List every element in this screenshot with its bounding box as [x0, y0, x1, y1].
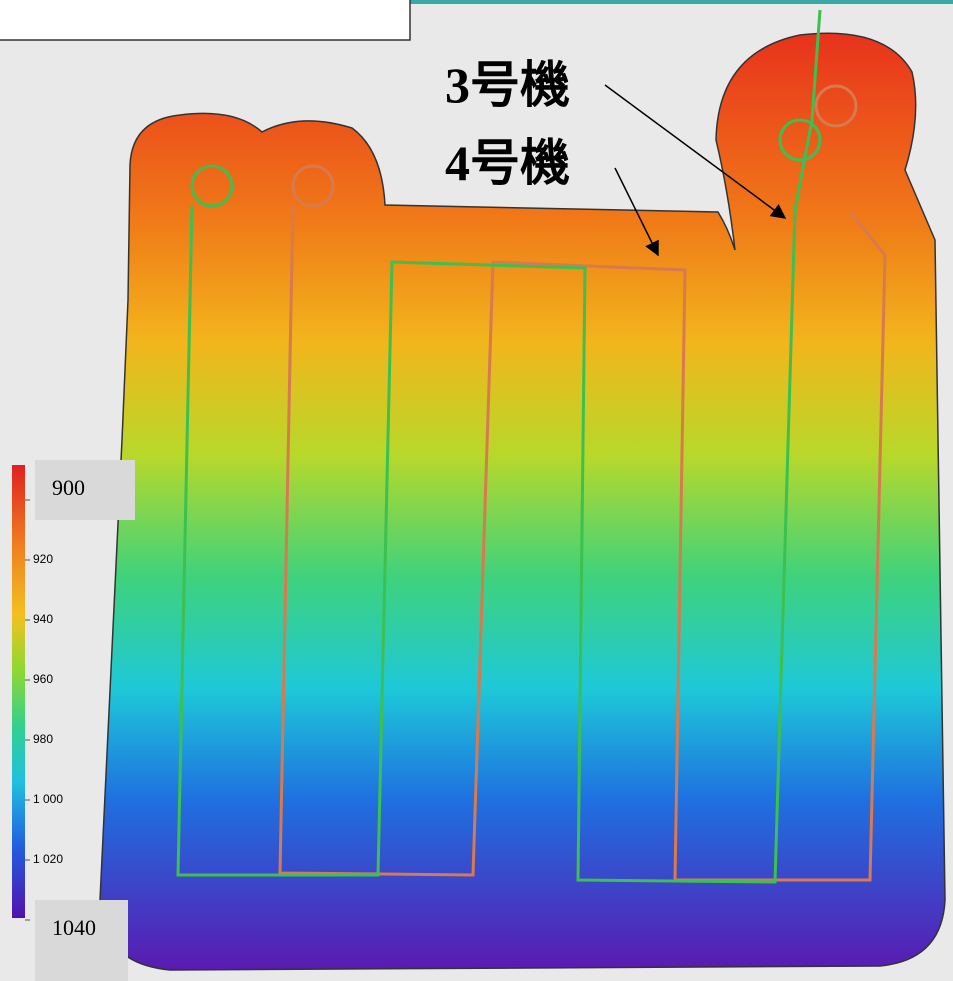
- colorbar-label: 960: [33, 672, 53, 686]
- map: 3号機 4号機 900 920 940 960 980 1 000 1 020 1040: [0, 0, 953, 981]
- colorbar-label: 940: [33, 612, 53, 626]
- colorbar-label: 1 020: [33, 852, 63, 866]
- colorbar: [12, 465, 25, 918]
- label-box: [35, 900, 128, 981]
- unit-label: 3号機: [445, 57, 570, 113]
- title-box: [0, 0, 410, 40]
- colorbar-label: 900: [52, 475, 85, 500]
- colorbar-label: 1040: [52, 915, 96, 940]
- colorbar-label: 920: [33, 552, 53, 566]
- unit-label: 4号機: [445, 135, 570, 191]
- label-box: [35, 460, 135, 520]
- colorbar-label: 980: [33, 732, 53, 746]
- colorbar-label: 1 000: [33, 792, 63, 806]
